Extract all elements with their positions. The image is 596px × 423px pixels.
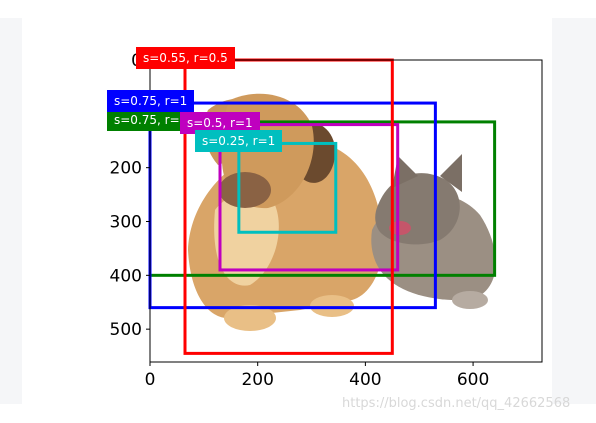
x-tick-label-1: 200 [241, 370, 273, 390]
puppy-paw-left [224, 305, 276, 331]
kitten-paw [452, 291, 488, 309]
x-axis: 0 200 400 600 [145, 362, 489, 390]
bbox-2 [218, 123, 400, 272]
x-tick-label-3: 600 [457, 370, 489, 390]
kitten-mouth [389, 221, 411, 235]
puppy-chest [214, 192, 279, 286]
right-background-panel [552, 18, 596, 404]
axes-frame [149, 59, 543, 363]
left-background-panel [0, 18, 22, 404]
bbox-label-2: s=0.5, r=1 [180, 112, 260, 134]
y-tick-label-3: 400 [110, 266, 142, 286]
puppy-snout [219, 172, 271, 208]
y-tick-label-2: 300 [110, 212, 142, 232]
watermark: https://blog.csdn.net/qq_42662568 [342, 396, 571, 411]
bbox-label-1: s=0.75, r=1 [107, 90, 195, 112]
bbox-label-3: s=0.55, r=0.5 [136, 47, 235, 69]
bbox-4 [237, 141, 338, 234]
bbox-label-4: s=0.25, r=1 [195, 130, 283, 152]
kitten-ear-right [440, 154, 462, 192]
x-tick-label-0: 0 [145, 370, 156, 390]
puppy-paw-right [310, 295, 354, 317]
y-tick-label-1: 200 [110, 159, 142, 179]
x-tick-label-2: 400 [349, 370, 381, 390]
bbox-label-0: s=0.75, r=2 [107, 109, 195, 131]
y-tick-label-4: 500 [110, 320, 142, 340]
